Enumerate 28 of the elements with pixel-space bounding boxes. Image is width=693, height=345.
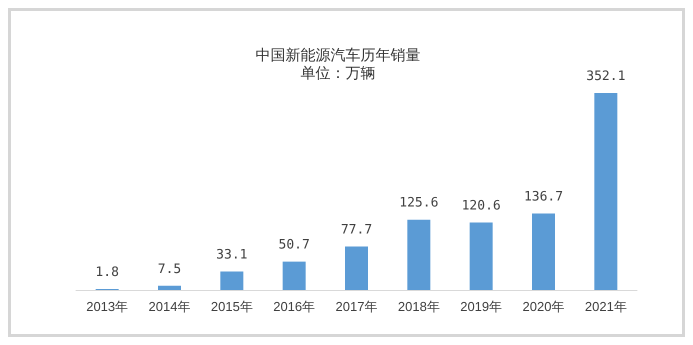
x-tick-label: 2013年 bbox=[86, 299, 128, 314]
data-label: 50.7 bbox=[278, 238, 310, 253]
x-tick-label: 2021年 bbox=[584, 299, 627, 314]
data-label: 33.1 bbox=[216, 247, 248, 262]
bar bbox=[220, 271, 244, 290]
bar bbox=[594, 93, 618, 290]
data-label: 120.6 bbox=[462, 198, 501, 214]
chart-title: 中国新能源汽车历年销量 bbox=[256, 47, 420, 64]
data-label: 1.8 bbox=[95, 264, 119, 280]
x-tick-label: 2014年 bbox=[148, 299, 190, 314]
data-label: 352.1 bbox=[586, 69, 626, 84]
data-label: 136.7 bbox=[524, 190, 564, 205]
bar bbox=[282, 262, 306, 290]
x-tick-label: 2020年 bbox=[522, 299, 564, 314]
bar bbox=[407, 220, 430, 290]
bar bbox=[158, 286, 181, 290]
data-label: 77.7 bbox=[340, 222, 372, 238]
x-tick-label: 2016年 bbox=[273, 299, 316, 314]
bar bbox=[470, 222, 493, 290]
x-tick-label: 2019年 bbox=[460, 299, 502, 314]
x-tick-label: 2017年 bbox=[336, 299, 378, 314]
data-label: 125.6 bbox=[399, 196, 438, 211]
bar bbox=[345, 246, 368, 290]
bar bbox=[532, 214, 555, 290]
x-tick-label: 2018年 bbox=[398, 299, 440, 314]
chart-subtitle: 单位：万辆 bbox=[300, 65, 376, 82]
x-tick-label: 2015年 bbox=[210, 299, 253, 314]
data-label: 7.5 bbox=[158, 262, 182, 277]
